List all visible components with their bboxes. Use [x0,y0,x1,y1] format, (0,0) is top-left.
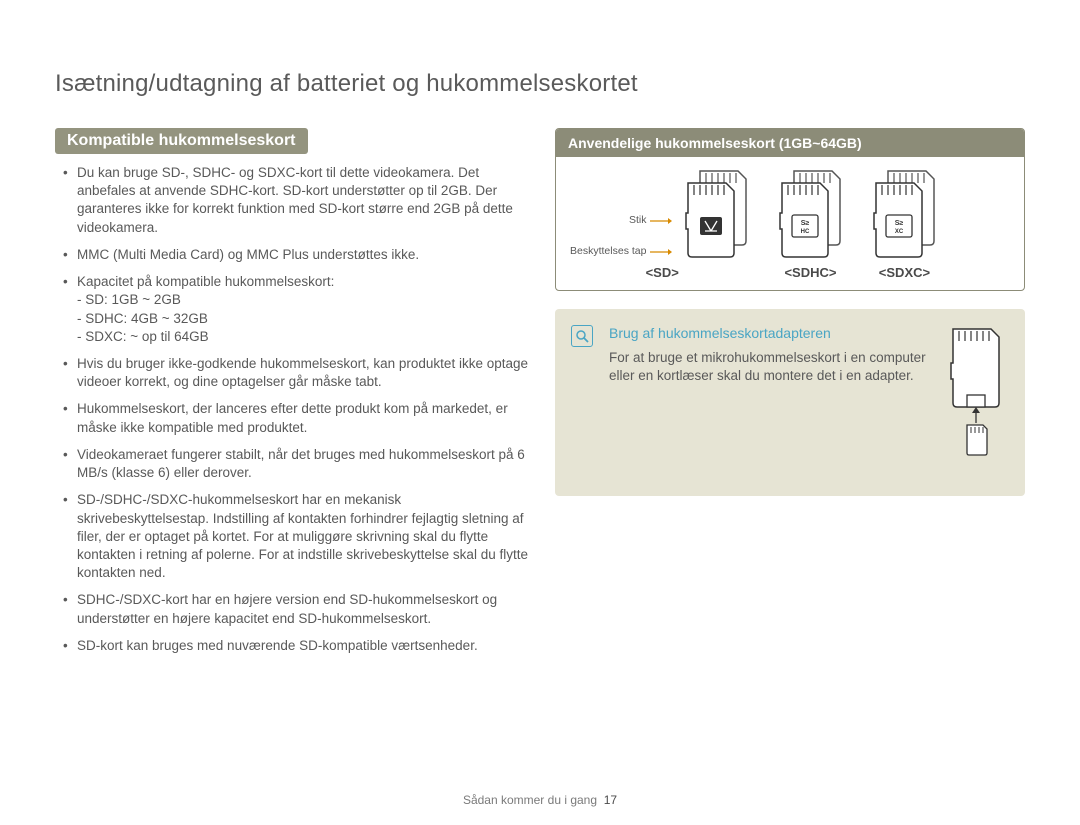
page-footer: Sådan kommer du i gang 17 [0,793,1080,807]
sdhc-card-icon: S≥ HC [772,169,848,259]
adapter-card-icon [945,325,1007,475]
bullet-subline: - SD: 1GB ~ 2GB [77,291,535,309]
info-text: For at bruge et mikrohukommelseskort i e… [609,349,931,385]
bullet-item: Du kan bruge SD-, SDHC- og SDXC-kort til… [77,164,535,237]
bullet-item: SD-/SDHC-/SDXC-hukommelseskort har en me… [77,491,535,582]
section-header: Kompatible hukommelseskort [55,128,308,154]
bullet-item: SDHC-/SDXC-kort har en højere version en… [77,591,535,627]
footer-section: Sådan kommer du i gang [463,793,597,807]
card-label-sdxc: <SDXC> [879,265,930,280]
bullet-item: Hvis du bruger ikke-godkende hukommelses… [77,355,535,391]
svg-text:XC: XC [895,229,904,235]
bullet-item: Videokameraet fungerer stabilt, når det … [77,446,535,482]
bullet-subline: - SDXC: ~ op til 64GB [77,328,535,346]
svg-text:HC: HC [801,229,810,235]
arrow-icon [650,216,672,226]
arrow-icon [650,247,672,257]
bullet-item: MMC (Multi Media Card) og MMC Plus under… [77,246,535,264]
info-panel: Brug af hukommelseskortadapteren For at … [555,309,1025,496]
card-group-sdxc: S≥ XC <SDXC> [866,169,942,280]
sdxc-card-icon: S≥ XC [866,169,942,259]
content-columns: Kompatible hukommelseskort Du kan bruge … [55,128,1025,664]
bullet-item: Kapacitet på kompatible hukommelseskort:… [77,273,535,346]
bullet-item: Hukommelseskort, der lanceres efter dett… [77,400,535,436]
info-title: Brug af hukommelseskortadapteren [609,325,931,341]
card-label-sdhc: <SDHC> [784,265,836,280]
sd-card-icon [678,169,754,259]
usable-cards-body: Stik Beskyttelses tap [556,157,1024,290]
usable-cards-header: Anvendelige hukommelseskort (1GB~64GB) [556,129,1024,157]
right-column: Anvendelige hukommelseskort (1GB~64GB) S… [555,128,1025,664]
anno-tap-label: Beskyttelses tap [570,245,646,259]
svg-text:S≥: S≥ [801,220,810,227]
usable-cards-box: Anvendelige hukommelseskort (1GB~64GB) S… [555,128,1025,291]
footer-page-number: 17 [604,793,617,807]
left-column: Kompatible hukommelseskort Du kan bruge … [55,128,535,664]
page-title: Isætning/udtagning af batteriet og hukom… [55,70,1025,98]
card-group-sd: Stik Beskyttelses tap [570,169,754,280]
bullet-subline: - SDHC: 4GB ~ 32GB [77,310,535,328]
anno-stik-label: Stik [629,214,647,228]
card-label-sd: <SD> [646,265,679,280]
card-group-sdhc: S≥ HC <SDHC> [772,169,848,280]
svg-text:S≥: S≥ [895,220,904,227]
magnifier-icon [571,325,593,347]
bullet-list: Du kan bruge SD-, SDHC- og SDXC-kort til… [55,164,535,655]
bullet-item: SD-kort kan bruges med nuværende SD-komp… [77,637,535,655]
